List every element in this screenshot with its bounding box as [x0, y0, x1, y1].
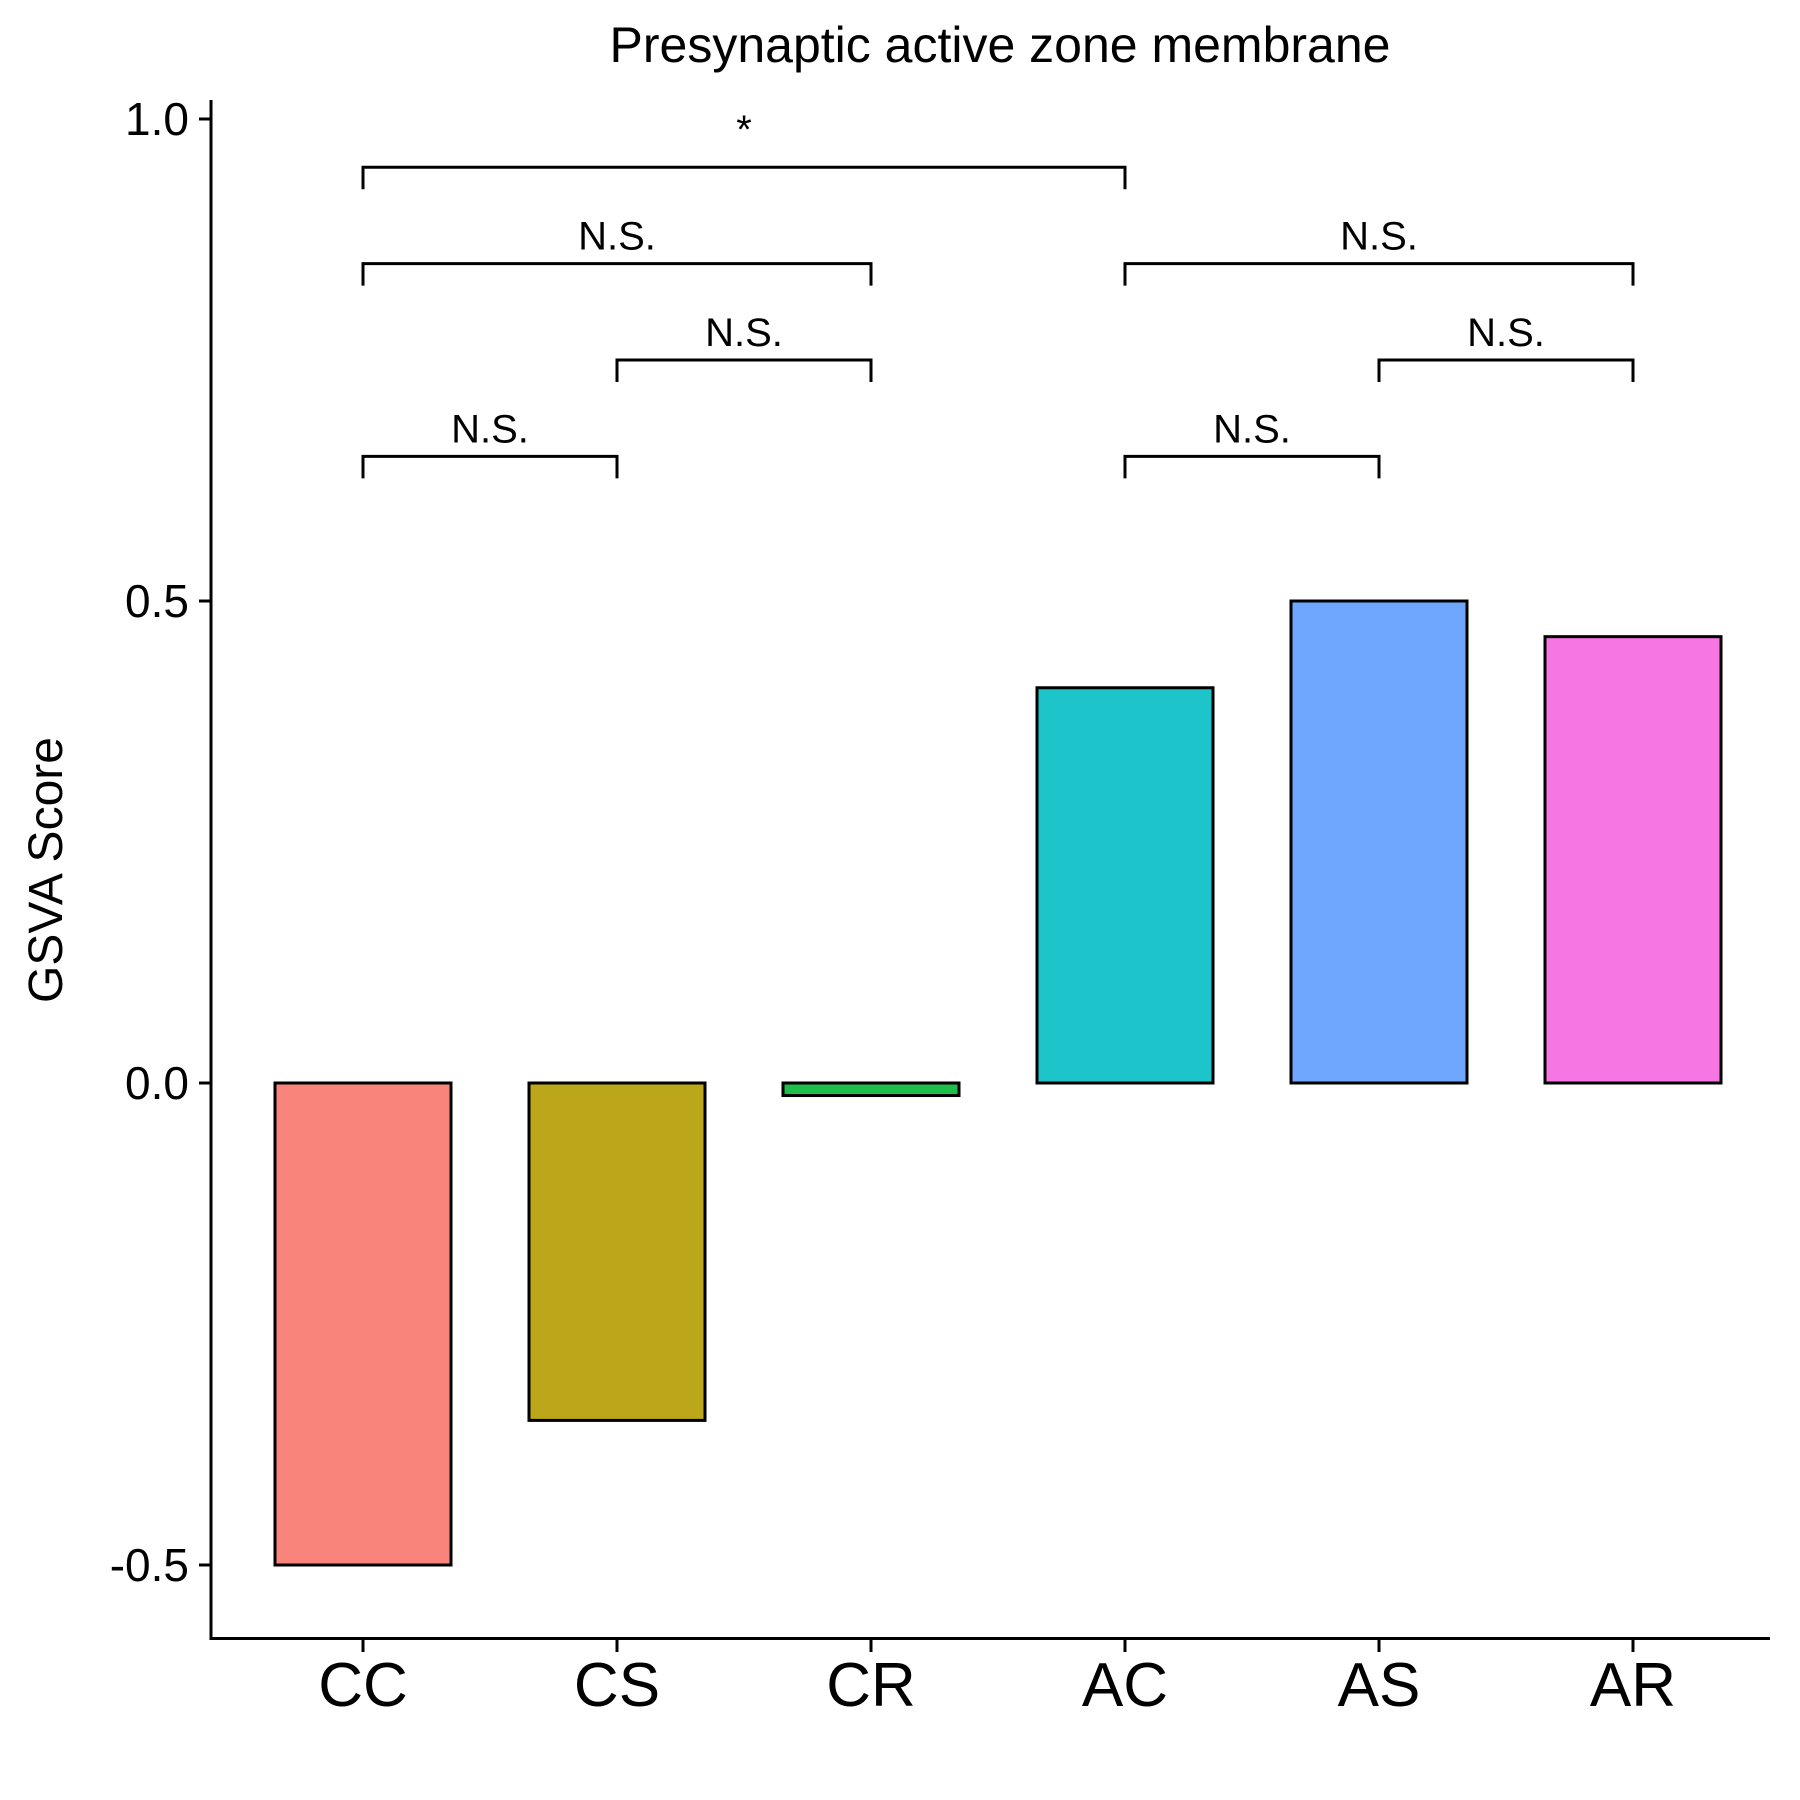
significance-bracket	[361, 165, 1127, 190]
significance-bracket	[1123, 454, 1381, 479]
bar-ar	[1543, 635, 1723, 1085]
bar-ac	[1035, 686, 1215, 1085]
y-ticks: -0.5 0.0 0.5 1.0	[110, 93, 211, 1591]
significance-label: N.S.	[705, 311, 783, 355]
y-tick-label: 1.0	[125, 93, 189, 145]
axes	[209, 100, 1770, 1640]
significance-label: *	[736, 108, 752, 152]
significance-bracket	[1377, 358, 1635, 382]
significance-label: N.S.	[451, 407, 529, 451]
significance-label: N.S.	[1340, 215, 1418, 259]
significance-label: N.S.	[578, 215, 656, 259]
x-tick-label: CC	[318, 1651, 408, 1720]
significance-label: N.S.	[1213, 407, 1291, 451]
x-ticks: CC CS CR AC AS AR	[318, 1640, 1676, 1720]
y-tick-label: 0.0	[125, 1057, 189, 1109]
bar-as	[1289, 599, 1469, 1085]
significance-label: N.S.	[1467, 311, 1545, 355]
y-tick-label: 0.5	[125, 575, 189, 627]
x-tick-label: AS	[1338, 1651, 1421, 1720]
significance-bracket	[361, 454, 619, 479]
significance-bracket	[361, 262, 873, 286]
bars	[273, 599, 1723, 1567]
x-tick-label: AR	[1590, 1651, 1676, 1720]
y-tick-label: -0.5	[110, 1539, 189, 1591]
significance-bracket	[615, 358, 873, 382]
chart-title: Presynaptic active zone membrane	[610, 17, 1391, 73]
bar-cs	[527, 1081, 707, 1422]
bar-cc	[273, 1081, 453, 1567]
y-axis-label: GSVA Score	[20, 737, 73, 1003]
significance-bracket	[1123, 262, 1635, 286]
x-tick-label: CR	[826, 1651, 916, 1720]
x-tick-label: CS	[574, 1651, 660, 1720]
bar-cr	[781, 1081, 961, 1098]
x-tick-label: AC	[1082, 1651, 1168, 1720]
significance-brackets: N.S. N.S. N.S. * N.S. N.S. N.S.	[361, 108, 1635, 479]
